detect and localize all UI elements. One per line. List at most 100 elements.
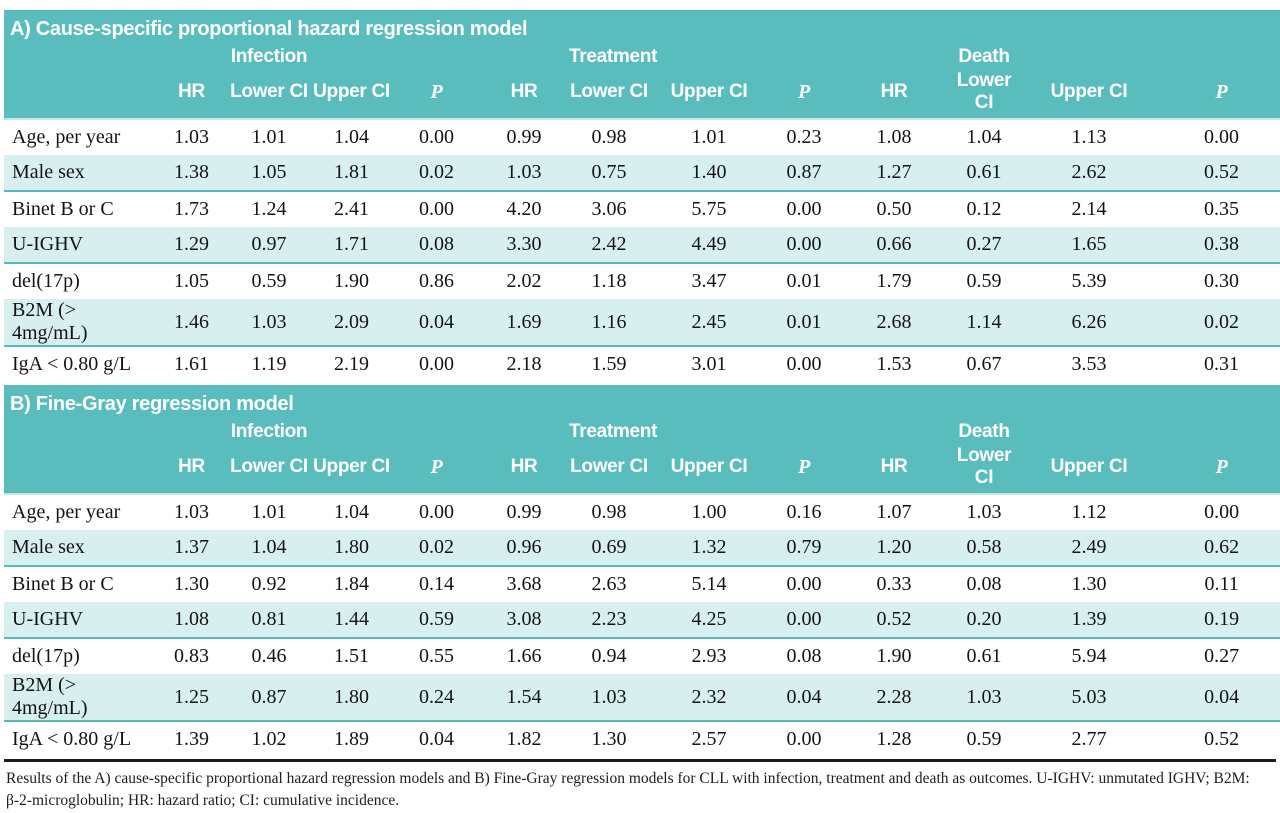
cell-value: 1.40 <box>649 155 769 192</box>
group-label: Treatment <box>569 44 657 70</box>
cell-value: 0.75 <box>569 155 649 192</box>
spacer-cell <box>1019 44 1159 70</box>
cell-value: 0.59 <box>949 721 1019 757</box>
cell-value: 1.30 <box>569 721 649 757</box>
cell-value: 0.02 <box>394 155 479 192</box>
row-label: U-IGHV <box>4 602 154 639</box>
table-row: Age, per year 1.03 1.01 1.04 0.00 0.99 0.98 1.0… <box>4 494 1280 530</box>
cell-value: 2.02 <box>479 263 569 299</box>
cell-value: 1.01 <box>649 119 769 155</box>
cell-value: 0.98 <box>569 494 649 530</box>
spacer-cell <box>769 44 839 70</box>
cell-value: 1.27 <box>839 155 949 192</box>
cell-value: 0.30 <box>1159 263 1280 299</box>
cell-value: 1.08 <box>839 119 949 155</box>
spacer-cell <box>4 419 154 445</box>
cell-value: 0.94 <box>569 638 649 674</box>
cell-value: 3.30 <box>479 227 569 264</box>
cell-value: 2.68 <box>839 299 949 347</box>
group-label: Death <box>949 419 1019 445</box>
cell-value: 1.30 <box>154 566 229 602</box>
table-row: del(17p) 0.83 0.46 1.51 0.55 1.66 0.94 2.93 0.08… <box>4 638 1280 674</box>
column-header: Lower CI <box>569 445 649 495</box>
column-header: Lower CI <box>569 70 649 120</box>
cell-value: 1.03 <box>229 299 309 347</box>
column-header: Upper CI <box>649 445 769 495</box>
cell-value: 1.16 <box>569 299 649 347</box>
cell-value: 0.58 <box>949 530 1019 567</box>
cell-value: 0.59 <box>229 263 309 299</box>
cell-value: 0.11 <box>1159 566 1280 602</box>
cell-value: 1.13 <box>1019 119 1159 155</box>
cell-value: 0.04 <box>394 721 479 757</box>
cell-value: 0.46 <box>229 638 309 674</box>
cell-value: 0.87 <box>769 155 839 192</box>
cell-value: 0.67 <box>949 346 1019 382</box>
cell-value: 0.01 <box>769 299 839 347</box>
cell-value: 5.94 <box>1019 638 1159 674</box>
group-label: Infection <box>229 44 309 70</box>
table-row: Binet B or C 1.30 0.92 1.84 0.14 3.68 2.63 5.14… <box>4 566 1280 602</box>
cell-value: 0.04 <box>769 674 839 722</box>
cell-value: 1.29 <box>154 227 229 264</box>
cell-value: 2.41 <box>309 191 394 227</box>
column-header: P <box>394 445 479 495</box>
cell-value: 0.00 <box>1159 119 1280 155</box>
spacer-cell <box>479 44 569 70</box>
cell-value: 0.00 <box>769 191 839 227</box>
cell-value: 1.46 <box>154 299 229 347</box>
row-label: del(17p) <box>4 638 154 674</box>
cell-value: 3.01 <box>649 346 769 382</box>
row-label: Age, per year <box>4 119 154 155</box>
cell-value: 0.33 <box>839 566 949 602</box>
cell-value: 0.69 <box>569 530 649 567</box>
caption: Results of the A) cause-specific proport… <box>4 759 1276 813</box>
section-title: A) Cause-specific proportional hazard re… <box>4 10 1280 44</box>
cell-value: 3.08 <box>479 602 569 639</box>
cell-value: 1.44 <box>309 602 394 639</box>
row-label: B2M (> 4mg/mL) <box>4 299 154 347</box>
cell-value: 1.04 <box>309 494 394 530</box>
spacer-cell <box>4 44 154 70</box>
row-label: IgA < 0.80 g/L <box>4 346 154 382</box>
cell-value: 0.61 <box>949 155 1019 192</box>
table-row: IgA < 0.80 g/L 1.61 1.19 2.19 0.00 2.18 1.59 3.… <box>4 346 1280 382</box>
column-header: HR <box>479 70 569 120</box>
cell-value: 2.62 <box>1019 155 1159 192</box>
cell-value: 0.61 <box>949 638 1019 674</box>
column-header: HR <box>154 70 229 120</box>
cell-value: 1.25 <box>154 674 229 722</box>
cell-value: 1.03 <box>569 674 649 722</box>
row-label: del(17p) <box>4 263 154 299</box>
cell-value: 1.04 <box>309 119 394 155</box>
spacer-cell <box>4 445 154 495</box>
cell-value: 1.03 <box>154 494 229 530</box>
cell-value: 0.52 <box>1159 721 1280 757</box>
spacer-cell <box>394 44 479 70</box>
cell-value: 0.00 <box>394 346 479 382</box>
cell-value: 0.12 <box>949 191 1019 227</box>
row-label: Binet B or C <box>4 566 154 602</box>
cell-value: 1.59 <box>569 346 649 382</box>
spacer-cell <box>1019 419 1159 445</box>
cell-value: 1.03 <box>949 674 1019 722</box>
column-header: HR <box>154 445 229 495</box>
cell-value: 0.04 <box>1159 674 1280 722</box>
row-label: IgA < 0.80 g/L <box>4 721 154 757</box>
cell-value: 1.73 <box>154 191 229 227</box>
cell-value: 1.04 <box>229 530 309 567</box>
cell-value: 1.65 <box>1019 227 1159 264</box>
cell-value: 0.50 <box>839 191 949 227</box>
cell-value: 2.42 <box>569 227 649 264</box>
table-row: U-IGHV 1.08 0.81 1.44 0.59 3.08 2.23 4.25 0.00 0.… <box>4 602 1280 639</box>
cell-value: 1.03 <box>949 494 1019 530</box>
cell-value: 2.63 <box>569 566 649 602</box>
spacer-cell <box>649 419 769 445</box>
cell-value: 0.00 <box>394 119 479 155</box>
cell-value: 0.87 <box>229 674 309 722</box>
cell-value: 0.02 <box>394 530 479 567</box>
column-header: Upper CI <box>1019 70 1159 120</box>
cell-value: 1.90 <box>839 638 949 674</box>
cell-value: 0.00 <box>769 346 839 382</box>
cell-value: 0.59 <box>394 602 479 639</box>
